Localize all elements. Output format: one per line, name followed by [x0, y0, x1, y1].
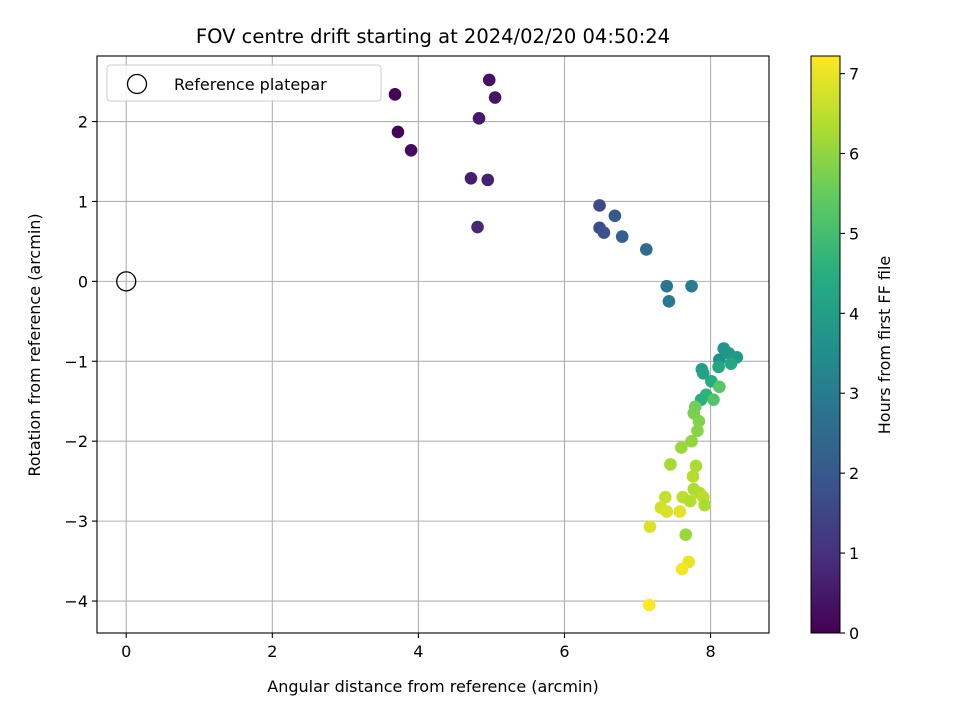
y-tick-label: −3	[64, 512, 88, 531]
scatter-point	[482, 73, 496, 87]
scatter-point	[615, 230, 629, 243]
reference-point	[116, 271, 137, 292]
scatter-point	[686, 470, 700, 483]
scatter-point	[675, 562, 689, 576]
scatter-point	[642, 598, 656, 612]
x-tick-label: 4	[413, 642, 423, 661]
y-tick-label: −2	[64, 432, 88, 451]
legend-marker	[126, 73, 148, 95]
legend-label: Reference platepar	[174, 75, 327, 94]
y-tick-label: −4	[64, 592, 88, 611]
scatter-point	[713, 380, 726, 394]
y-axis-ticks: −4 −3 −2 −1 0 1 2	[64, 113, 97, 611]
x-tick-label: 6	[559, 642, 569, 661]
y-tick-label: 2	[78, 113, 88, 132]
reference-marker	[116, 271, 137, 292]
scatter-point	[481, 173, 495, 187]
colorbar-tick-label: 6	[849, 144, 859, 163]
scatter-point	[658, 490, 672, 504]
scatter-point	[391, 125, 405, 139]
scatter-point	[675, 441, 688, 454]
colorbar-tick-label: 1	[849, 544, 859, 563]
chart-title: FOV centre drift starting at 2024/02/20 …	[196, 25, 670, 48]
colorbar	[810, 55, 841, 634]
scatter-point	[673, 505, 687, 518]
colorbar-tick-label: 2	[849, 464, 859, 483]
x-tick-label: 8	[705, 642, 715, 661]
x-axis-title: Angular distance from reference (arcmin)	[267, 677, 598, 696]
scatter-point	[698, 498, 712, 512]
scatter-point	[488, 91, 502, 104]
colorbar-title: Hours from first FF file	[875, 256, 894, 435]
grid-lines	[97, 56, 769, 633]
scatter-point	[664, 458, 677, 471]
x-axis-ticks: 0 2 4 6 8	[121, 633, 716, 661]
colorbar-ticks: 0 1 2 3 4 5 6 7	[840, 65, 859, 643]
x-tick-label: 2	[267, 642, 277, 661]
scatter-point	[643, 520, 657, 534]
colorbar-tick-label: 4	[849, 304, 859, 323]
scatter-point	[639, 243, 653, 256]
scatter-point	[692, 414, 706, 428]
scatter-point	[679, 528, 693, 542]
scatter-point	[464, 171, 478, 185]
scatter-point	[685, 434, 698, 448]
colorbar-tick-label: 7	[849, 65, 859, 84]
scatter-point	[597, 226, 611, 239]
scatter-point	[662, 295, 676, 308]
scatter-point	[712, 360, 725, 374]
colorbar-tick-label: 3	[849, 384, 859, 403]
y-tick-label: 0	[78, 272, 88, 291]
y-tick-label: −1	[64, 352, 88, 371]
legend: Reference platepar	[106, 64, 382, 102]
x-tick-label: 0	[121, 642, 131, 661]
legend-box	[106, 64, 382, 102]
y-axis-title: Rotation from reference (arcmin)	[25, 213, 44, 476]
plot-frame	[96, 55, 770, 634]
scatter-point	[472, 112, 486, 125]
colorbar-tick-label: 5	[849, 224, 859, 243]
scatter-point	[608, 209, 622, 223]
scatter-point	[707, 393, 720, 406]
scatter-point	[660, 505, 674, 518]
scatter-point	[593, 199, 606, 212]
scatter-point	[471, 220, 484, 234]
y-tick-label: 1	[78, 192, 88, 211]
colorbar-tick-label: 0	[849, 624, 859, 643]
scatter-point	[388, 88, 402, 101]
scatter-point	[724, 357, 738, 370]
scatter-point	[691, 424, 704, 438]
scatter-point	[685, 279, 698, 293]
scatter-point	[404, 144, 418, 157]
data-points	[388, 73, 744, 612]
scatter-point	[696, 366, 710, 380]
scatter-point	[689, 459, 703, 473]
scatter-point	[660, 279, 674, 293]
scatter-point	[683, 494, 697, 508]
